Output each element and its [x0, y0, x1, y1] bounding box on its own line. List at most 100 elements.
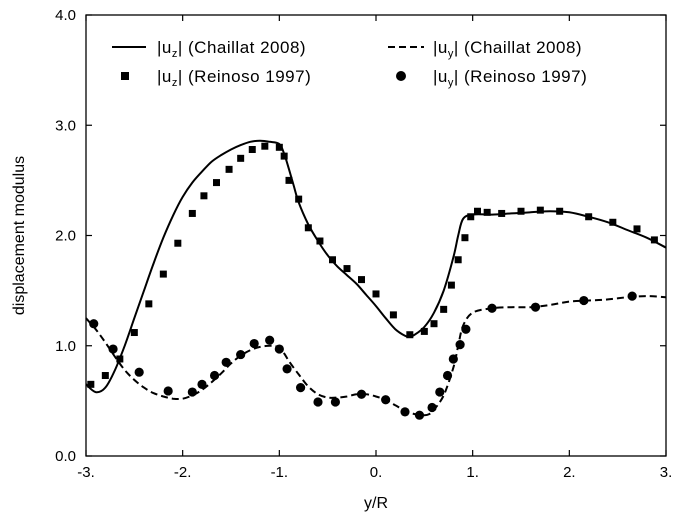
x-tick-label: -1.: [271, 464, 289, 481]
legend-label: |uz| (Chaillat 2008): [157, 38, 306, 60]
data-point-uz-reinoso: [174, 239, 182, 247]
data-point-uz-reinoso: [200, 192, 208, 200]
data-point-uy-reinoso: [296, 383, 306, 393]
data-point-uz-reinoso: [213, 179, 220, 187]
data-point-uy-reinoso: [265, 335, 275, 345]
data-point-uz-reinoso: [609, 218, 617, 226]
data-point-uy-reinoso: [455, 340, 465, 350]
data-point-uy-reinoso: [197, 379, 207, 389]
x-tick-label: 2.: [563, 464, 576, 481]
data-point-uy-reinoso: [442, 370, 453, 381]
y-tick-label: 2.0: [55, 228, 76, 245]
data-point-uy-reinoso: [313, 397, 323, 407]
y-tick-label: 0.0: [55, 448, 76, 465]
data-point-uz-reinoso: [372, 290, 380, 298]
y-axis-label: displacement modulus: [11, 156, 28, 315]
data-point-uz-reinoso: [237, 154, 245, 162]
data-point-uy-reinoso: [356, 389, 367, 399]
data-point-uy-reinoso: [427, 402, 437, 413]
data-point-uz-reinoso: [650, 236, 658, 244]
legend-item-uy-chaillat: |uy| (Chaillat 2008): [388, 38, 582, 60]
data-point-uz-reinoso: [130, 329, 138, 337]
data-point-uz-reinoso: [556, 207, 564, 215]
data-point-uz-reinoso: [329, 256, 336, 264]
data-point-uz-reinoso: [498, 209, 506, 217]
data-point-uz-reinoso: [304, 224, 312, 232]
y-tick-label: 3.0: [55, 117, 76, 134]
data-point-uy-reinoso: [448, 354, 458, 364]
data-point-uz-reinoso: [116, 355, 124, 363]
legend-item-uz-chaillat: |uz| (Chaillat 2008): [112, 38, 306, 60]
data-point-uy-reinoso: [381, 395, 391, 405]
data-point-uy-reinoso: [579, 295, 589, 306]
y-tick-label: 1.0: [55, 338, 76, 355]
data-point-uy-reinoso: [282, 364, 292, 374]
data-point-uz-reinoso: [145, 300, 153, 308]
data-point-uz-reinoso: [316, 237, 324, 245]
legend: |uz| (Chaillat 2008) |uy| (Chaillat 2008)…: [112, 38, 587, 89]
data-point-uz-reinoso: [358, 276, 365, 284]
legend-symbol-square: [121, 72, 129, 80]
data-point-uz-reinoso: [343, 265, 351, 273]
data-point-uy-reinoso: [435, 387, 445, 397]
data-point-uy-reinoso: [89, 319, 99, 329]
data-point-uy-reinoso: [134, 367, 144, 377]
data-point-uz-reinoso: [585, 213, 593, 221]
data-point-uy-reinoso: [487, 303, 497, 313]
series-line-uz-chaillat: [85, 139, 667, 394]
ticks-layer: -3. -2. -1. 0. 1. 2. 3. 0.0 1.0 2.0 3.0 4.0: [55, 7, 672, 481]
data-point-uy-reinoso: [221, 357, 231, 367]
data-point-uy-reinoso: [274, 344, 284, 354]
data-point-uz-reinoso: [483, 208, 491, 216]
data-point-uz-reinoso: [285, 176, 293, 184]
data-point-uz-reinoso: [295, 195, 303, 203]
data-point-uz-reinoso: [447, 281, 455, 289]
data-point-uz-reinoso: [406, 331, 414, 339]
data-point-uy-reinoso: [530, 302, 541, 312]
data-point-uz-reinoso: [474, 207, 481, 215]
series-line-uy-chaillat: [85, 295, 667, 417]
legend-label: |uy| (Reinoso 1997): [433, 67, 587, 89]
legend-label: |uz| (Reinoso 1997): [157, 67, 311, 89]
data-point-uy-reinoso: [163, 386, 173, 396]
data-point-uy-reinoso: [236, 349, 246, 360]
data-point-uy-reinoso: [249, 338, 259, 349]
data-point-uz-reinoso: [536, 206, 544, 214]
data-point-uy-reinoso: [108, 344, 118, 354]
data-point-uz-reinoso: [275, 143, 283, 151]
data-point-uz-reinoso: [517, 207, 525, 215]
data-point-uz-reinoso: [280, 152, 288, 160]
data-point-uz-reinoso: [101, 372, 109, 380]
data-point-uz-reinoso: [430, 320, 438, 328]
legend-item-uz-reinoso: |uz| (Reinoso 1997): [121, 67, 311, 89]
x-tick-label: -3.: [77, 464, 95, 481]
data-point-uy-reinoso: [461, 324, 471, 334]
curves-layer: [85, 139, 667, 417]
data-point-uz-reinoso: [454, 256, 462, 264]
y-tick-label: 4.0: [55, 7, 76, 24]
x-tick-label: 3.: [660, 464, 673, 481]
data-point-uz-reinoso: [389, 311, 397, 319]
legend-label: |uy| (Chaillat 2008): [433, 38, 582, 60]
data-point-uz-reinoso: [633, 225, 641, 233]
x-tick-label: -2.: [174, 464, 192, 481]
markers-layer: [87, 142, 658, 420]
data-point-uz-reinoso: [188, 209, 196, 217]
data-point-uz-reinoso: [440, 305, 448, 313]
data-point-uy-reinoso: [414, 410, 425, 420]
data-point-uy-reinoso: [627, 291, 637, 301]
data-point-uz-reinoso: [87, 380, 95, 388]
x-axis-label: y/R: [364, 495, 388, 512]
x-tick-label: 0.: [370, 464, 383, 481]
x-tick-label: 1.: [466, 464, 479, 481]
data-point-uz-reinoso: [159, 270, 167, 278]
legend-symbol-circle: [396, 71, 406, 81]
data-point-uy-reinoso: [330, 397, 340, 407]
data-point-uz-reinoso: [467, 213, 475, 221]
data-point-uy-reinoso: [400, 407, 410, 417]
legend-item-uy-reinoso: |uy| (Reinoso 1997): [396, 67, 587, 89]
data-point-uz-reinoso: [261, 142, 269, 150]
data-point-uz-reinoso: [461, 234, 469, 242]
data-point-uz-reinoso: [248, 146, 256, 154]
